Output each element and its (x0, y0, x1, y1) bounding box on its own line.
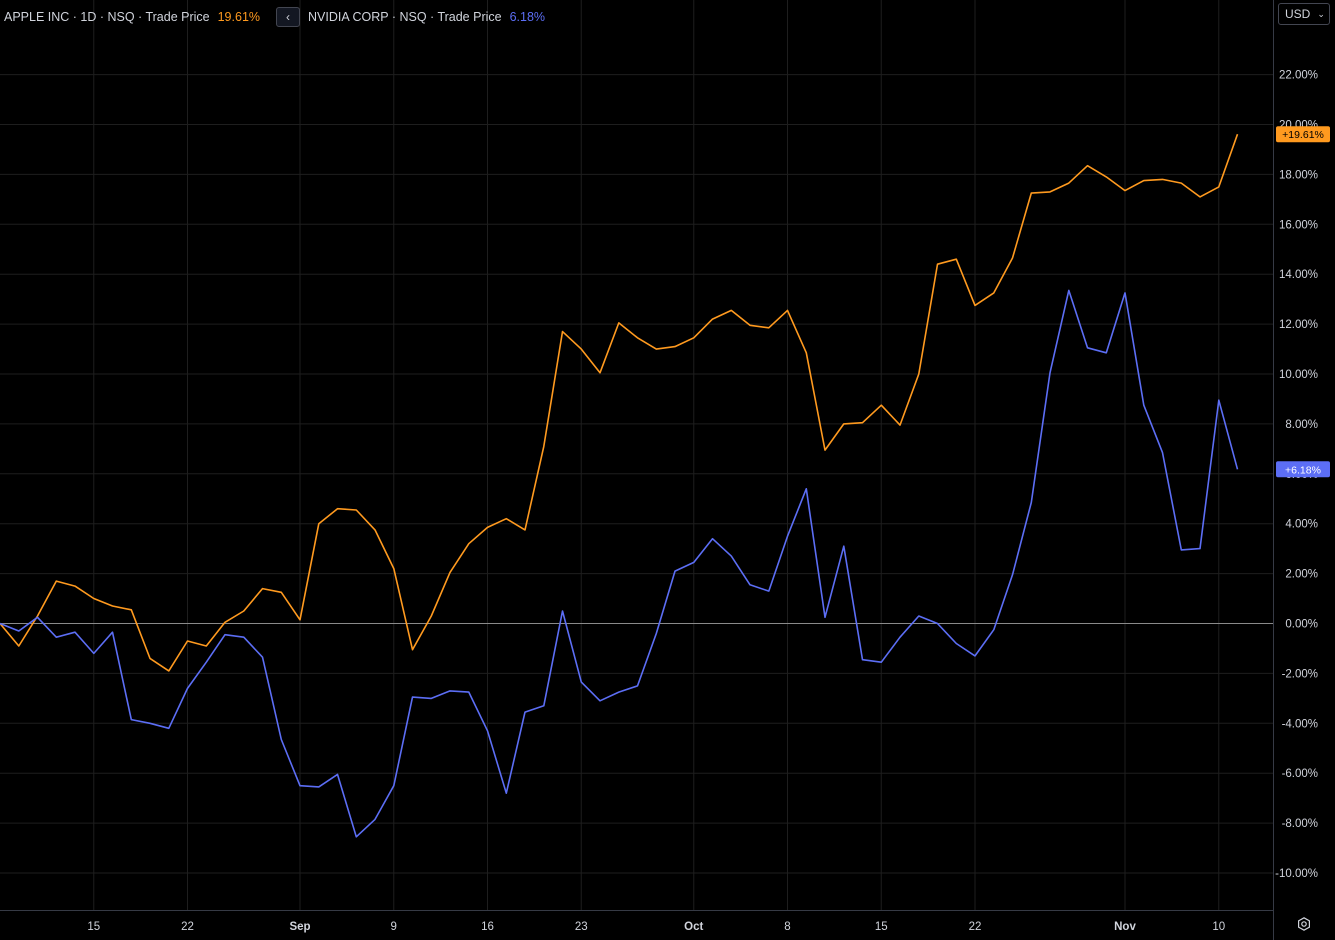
legend-value-apple: 19.61% (217, 10, 261, 24)
series-layer (0, 133, 1239, 838)
y-tick-label: 22.00% (1279, 70, 1318, 82)
y-tick-label: -2.00% (1282, 668, 1318, 680)
legend-label-nvidia: NVIDIA CORP · NSQ · Trade Price (308, 10, 502, 24)
y-tick-label: -6.00% (1282, 768, 1318, 780)
series-line-apple (0, 133, 1239, 672)
last-value-badge (1276, 126, 1330, 143)
x-tick-label: 10 (1212, 921, 1225, 933)
y-tick-label: 8.00% (1285, 419, 1318, 431)
y-tick-label: 0.00% (1285, 619, 1318, 631)
legend-collapse-button[interactable]: ‹ (276, 7, 301, 27)
x-tick-label: 22 (181, 921, 194, 933)
y-tick-label: 12.00% (1279, 319, 1318, 331)
y-tick-label: 10.00% (1279, 369, 1318, 381)
currency-dropdown[interactable]: USD ⌄ (1278, 3, 1330, 25)
currency-label: USD (1285, 7, 1311, 21)
last-value-label: +6.18% (1285, 464, 1321, 476)
legend-label-apple: APPLE INC · 1D · NSQ · Trade Price (4, 10, 210, 24)
y-tick-label: -4.00% (1282, 718, 1318, 730)
chart-legend: APPLE INC · 1D · NSQ · Trade Price 19.61… (4, 7, 545, 27)
last-value-label: +19.61% (1282, 129, 1324, 141)
x-tick-label: Sep (289, 921, 310, 933)
y-tick-label: -8.00% (1282, 818, 1318, 830)
gear-icon (1298, 917, 1310, 931)
x-tick-label: Nov (1114, 921, 1136, 933)
x-tick-label: 15 (875, 921, 888, 933)
time-axis[interactable]: 15 22 Sep 9 16 23 Oct 8 15 22 Nov 10 (87, 921, 1225, 933)
last-value-labels: +19.61% +6.18% (1276, 126, 1330, 478)
grid-lines (0, 0, 1273, 910)
y-tick-label: -10.00% (1275, 868, 1318, 880)
chart-settings-button[interactable] (1294, 914, 1314, 934)
x-tick-label: 15 (87, 921, 100, 933)
series-line-nvidia (0, 289, 1239, 838)
y-tick-label: 16.00% (1279, 219, 1318, 231)
x-tick-label: 9 (391, 921, 397, 933)
x-tick-label: Oct (684, 921, 703, 933)
legend-item-apple[interactable]: APPLE INC · 1D · NSQ · Trade Price 19.61… (4, 10, 260, 24)
y-tick-label: 4.00% (1285, 519, 1318, 531)
last-value-badge (1276, 461, 1330, 478)
y-tick-label: 2.00% (1285, 569, 1318, 581)
legend-item-nvidia[interactable]: NVIDIA CORP · NSQ · Trade Price 6.18% (308, 10, 545, 24)
chevron-down-icon: ⌄ (1317, 8, 1325, 19)
y-tick-label: 18.00% (1279, 169, 1318, 181)
legend-value-nvidia: 6.18% (509, 10, 546, 24)
x-tick-label: 23 (575, 921, 588, 933)
x-tick-label: 16 (481, 921, 494, 933)
x-tick-label: 8 (784, 921, 790, 933)
y-tick-label: 14.00% (1279, 269, 1318, 281)
x-tick-label: 22 (969, 921, 982, 933)
